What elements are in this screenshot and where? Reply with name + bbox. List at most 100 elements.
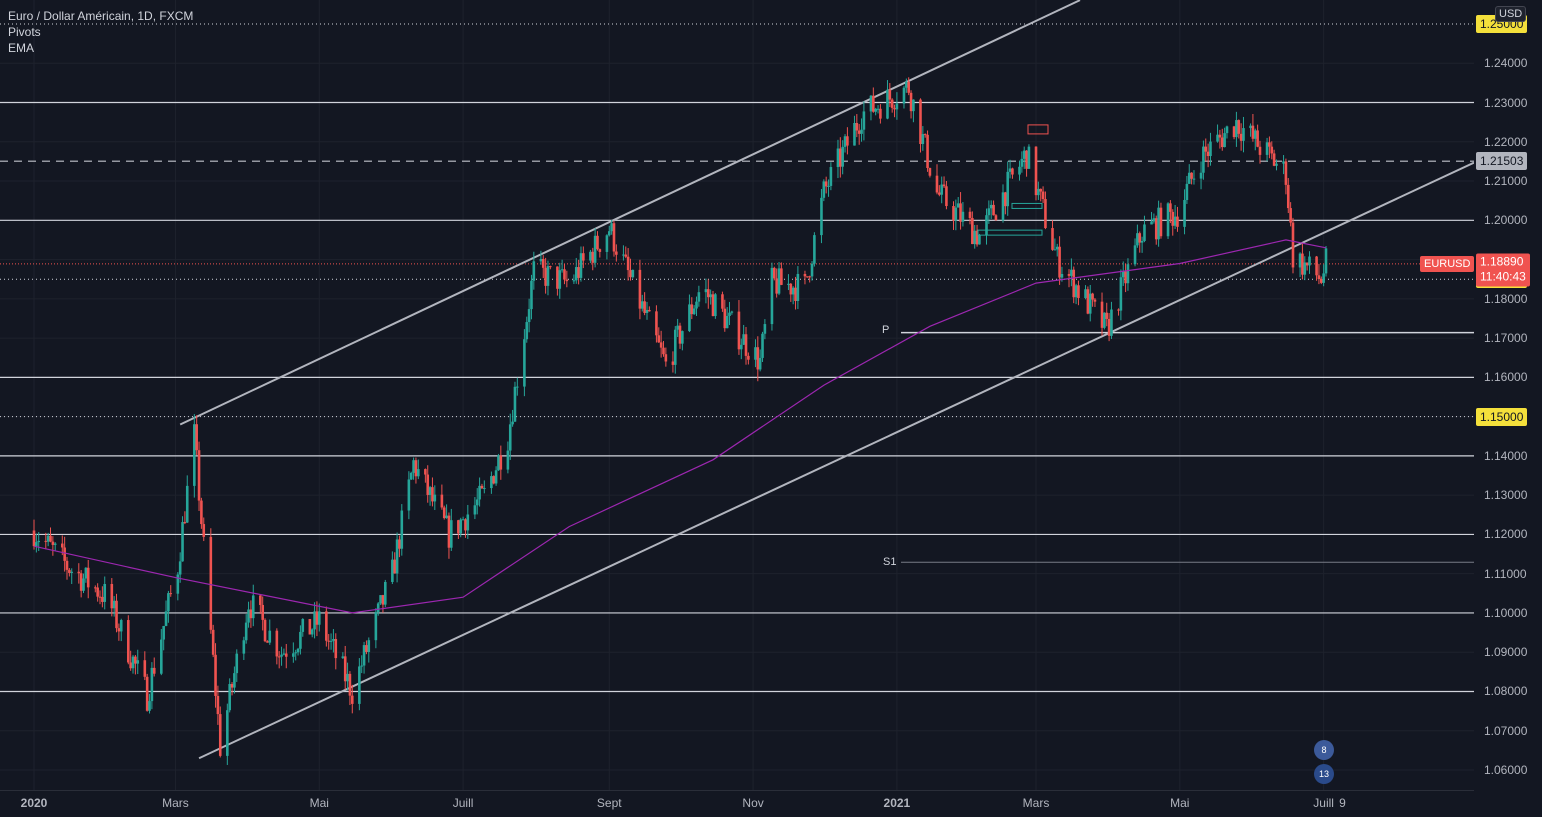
eu-event-icon[interactable]: 13	[1314, 764, 1334, 784]
candle	[1237, 119, 1241, 139]
candle-body	[1185, 183, 1189, 200]
candle-body	[1253, 130, 1257, 139]
channel-upper-line	[179, 0, 1081, 426]
candle-body	[956, 203, 960, 208]
candle	[358, 658, 361, 711]
candle	[400, 504, 404, 556]
candle	[1039, 188, 1043, 202]
candle	[593, 228, 597, 268]
candle-body	[747, 355, 750, 360]
candle-body	[197, 450, 201, 501]
candle	[697, 285, 701, 307]
candle-body	[692, 308, 696, 315]
candle	[1152, 213, 1156, 224]
channel-lower-line	[198, 161, 1474, 760]
candle-body	[393, 559, 397, 574]
candle	[412, 457, 415, 480]
candle	[1242, 116, 1245, 153]
candle	[926, 130, 929, 172]
candle-body	[556, 266, 559, 289]
symbol-title[interactable]: Euro / Dollar Américain, 1D, FXCM	[8, 9, 194, 23]
candle-body	[70, 571, 74, 573]
candle	[763, 319, 767, 340]
candle-body	[905, 81, 908, 88]
candle-body	[428, 487, 432, 495]
candle-body	[607, 231, 611, 236]
candle	[1324, 245, 1328, 277]
candle	[739, 338, 743, 360]
candle-body	[824, 181, 828, 187]
candle-body	[134, 656, 137, 664]
candle-body	[341, 656, 345, 659]
candle-body	[431, 487, 434, 502]
candle-body	[730, 311, 734, 313]
candle	[1272, 149, 1276, 167]
candle	[855, 114, 859, 138]
candle	[1103, 312, 1106, 330]
candle-body	[103, 583, 107, 602]
candle	[428, 485, 432, 506]
candle	[70, 568, 74, 584]
time-axis[interactable]: 2020 Mars Mai Juill Sept Nov 2021 Mars Mai Juill 9	[0, 790, 1474, 817]
candle-body	[704, 289, 708, 293]
candle	[655, 305, 658, 343]
candle-body	[626, 256, 630, 271]
candle-body	[1169, 203, 1172, 212]
price-chart[interactable]	[0, 0, 1474, 790]
candle	[952, 201, 955, 230]
candle-body	[709, 294, 712, 298]
candle	[226, 703, 229, 765]
price-axis[interactable]: 1.240001.230001.220001.210001.200001.190…	[1474, 0, 1542, 790]
candle-body	[829, 167, 833, 186]
candle	[530, 274, 533, 320]
price-tick: 1.18000	[1484, 291, 1528, 306]
candle-body	[209, 536, 213, 630]
candle	[843, 134, 847, 153]
candle-body	[96, 587, 99, 597]
candle	[1225, 125, 1229, 139]
candle-body	[589, 251, 592, 261]
candle-body	[1157, 207, 1160, 240]
candle-body	[662, 347, 665, 355]
indicator-pivots[interactable]: Pivots	[8, 25, 41, 39]
candle-body	[414, 460, 418, 477]
candle-body	[365, 645, 368, 652]
candle	[84, 567, 88, 583]
candle	[490, 471, 493, 494]
candle-body	[216, 695, 220, 715]
candle	[961, 201, 965, 227]
currency-button[interactable]: USD	[1495, 6, 1527, 22]
candle	[992, 200, 995, 216]
candle	[1169, 200, 1172, 224]
candle-body	[888, 89, 892, 100]
candle-body	[1286, 184, 1290, 209]
candle-body	[808, 276, 811, 278]
candle	[483, 480, 486, 494]
candle-body	[440, 494, 444, 508]
candle	[895, 92, 899, 120]
candle	[1006, 161, 1010, 216]
candle	[890, 98, 894, 113]
candle-body	[162, 625, 165, 640]
candle	[1041, 186, 1045, 204]
candle	[577, 259, 580, 285]
candle	[638, 259, 642, 320]
candle-body	[1093, 299, 1097, 302]
candle	[678, 322, 682, 349]
candle	[93, 585, 97, 593]
candle-body	[499, 455, 503, 470]
candle-body	[44, 540, 48, 542]
candle-body	[721, 294, 724, 309]
indicator-ema[interactable]: EMA	[8, 41, 35, 55]
candle-body	[211, 629, 215, 655]
candle	[442, 505, 446, 520]
level-label-1150: 1.15000	[1476, 407, 1528, 426]
candle-body	[841, 146, 844, 167]
us-event-icon[interactable]: 8	[1314, 740, 1334, 760]
candle-body	[119, 620, 123, 632]
candle-body	[200, 500, 203, 525]
candle-body	[659, 342, 663, 348]
candle	[233, 666, 236, 694]
candle	[381, 594, 385, 613]
marker-box	[1011, 202, 1043, 209]
